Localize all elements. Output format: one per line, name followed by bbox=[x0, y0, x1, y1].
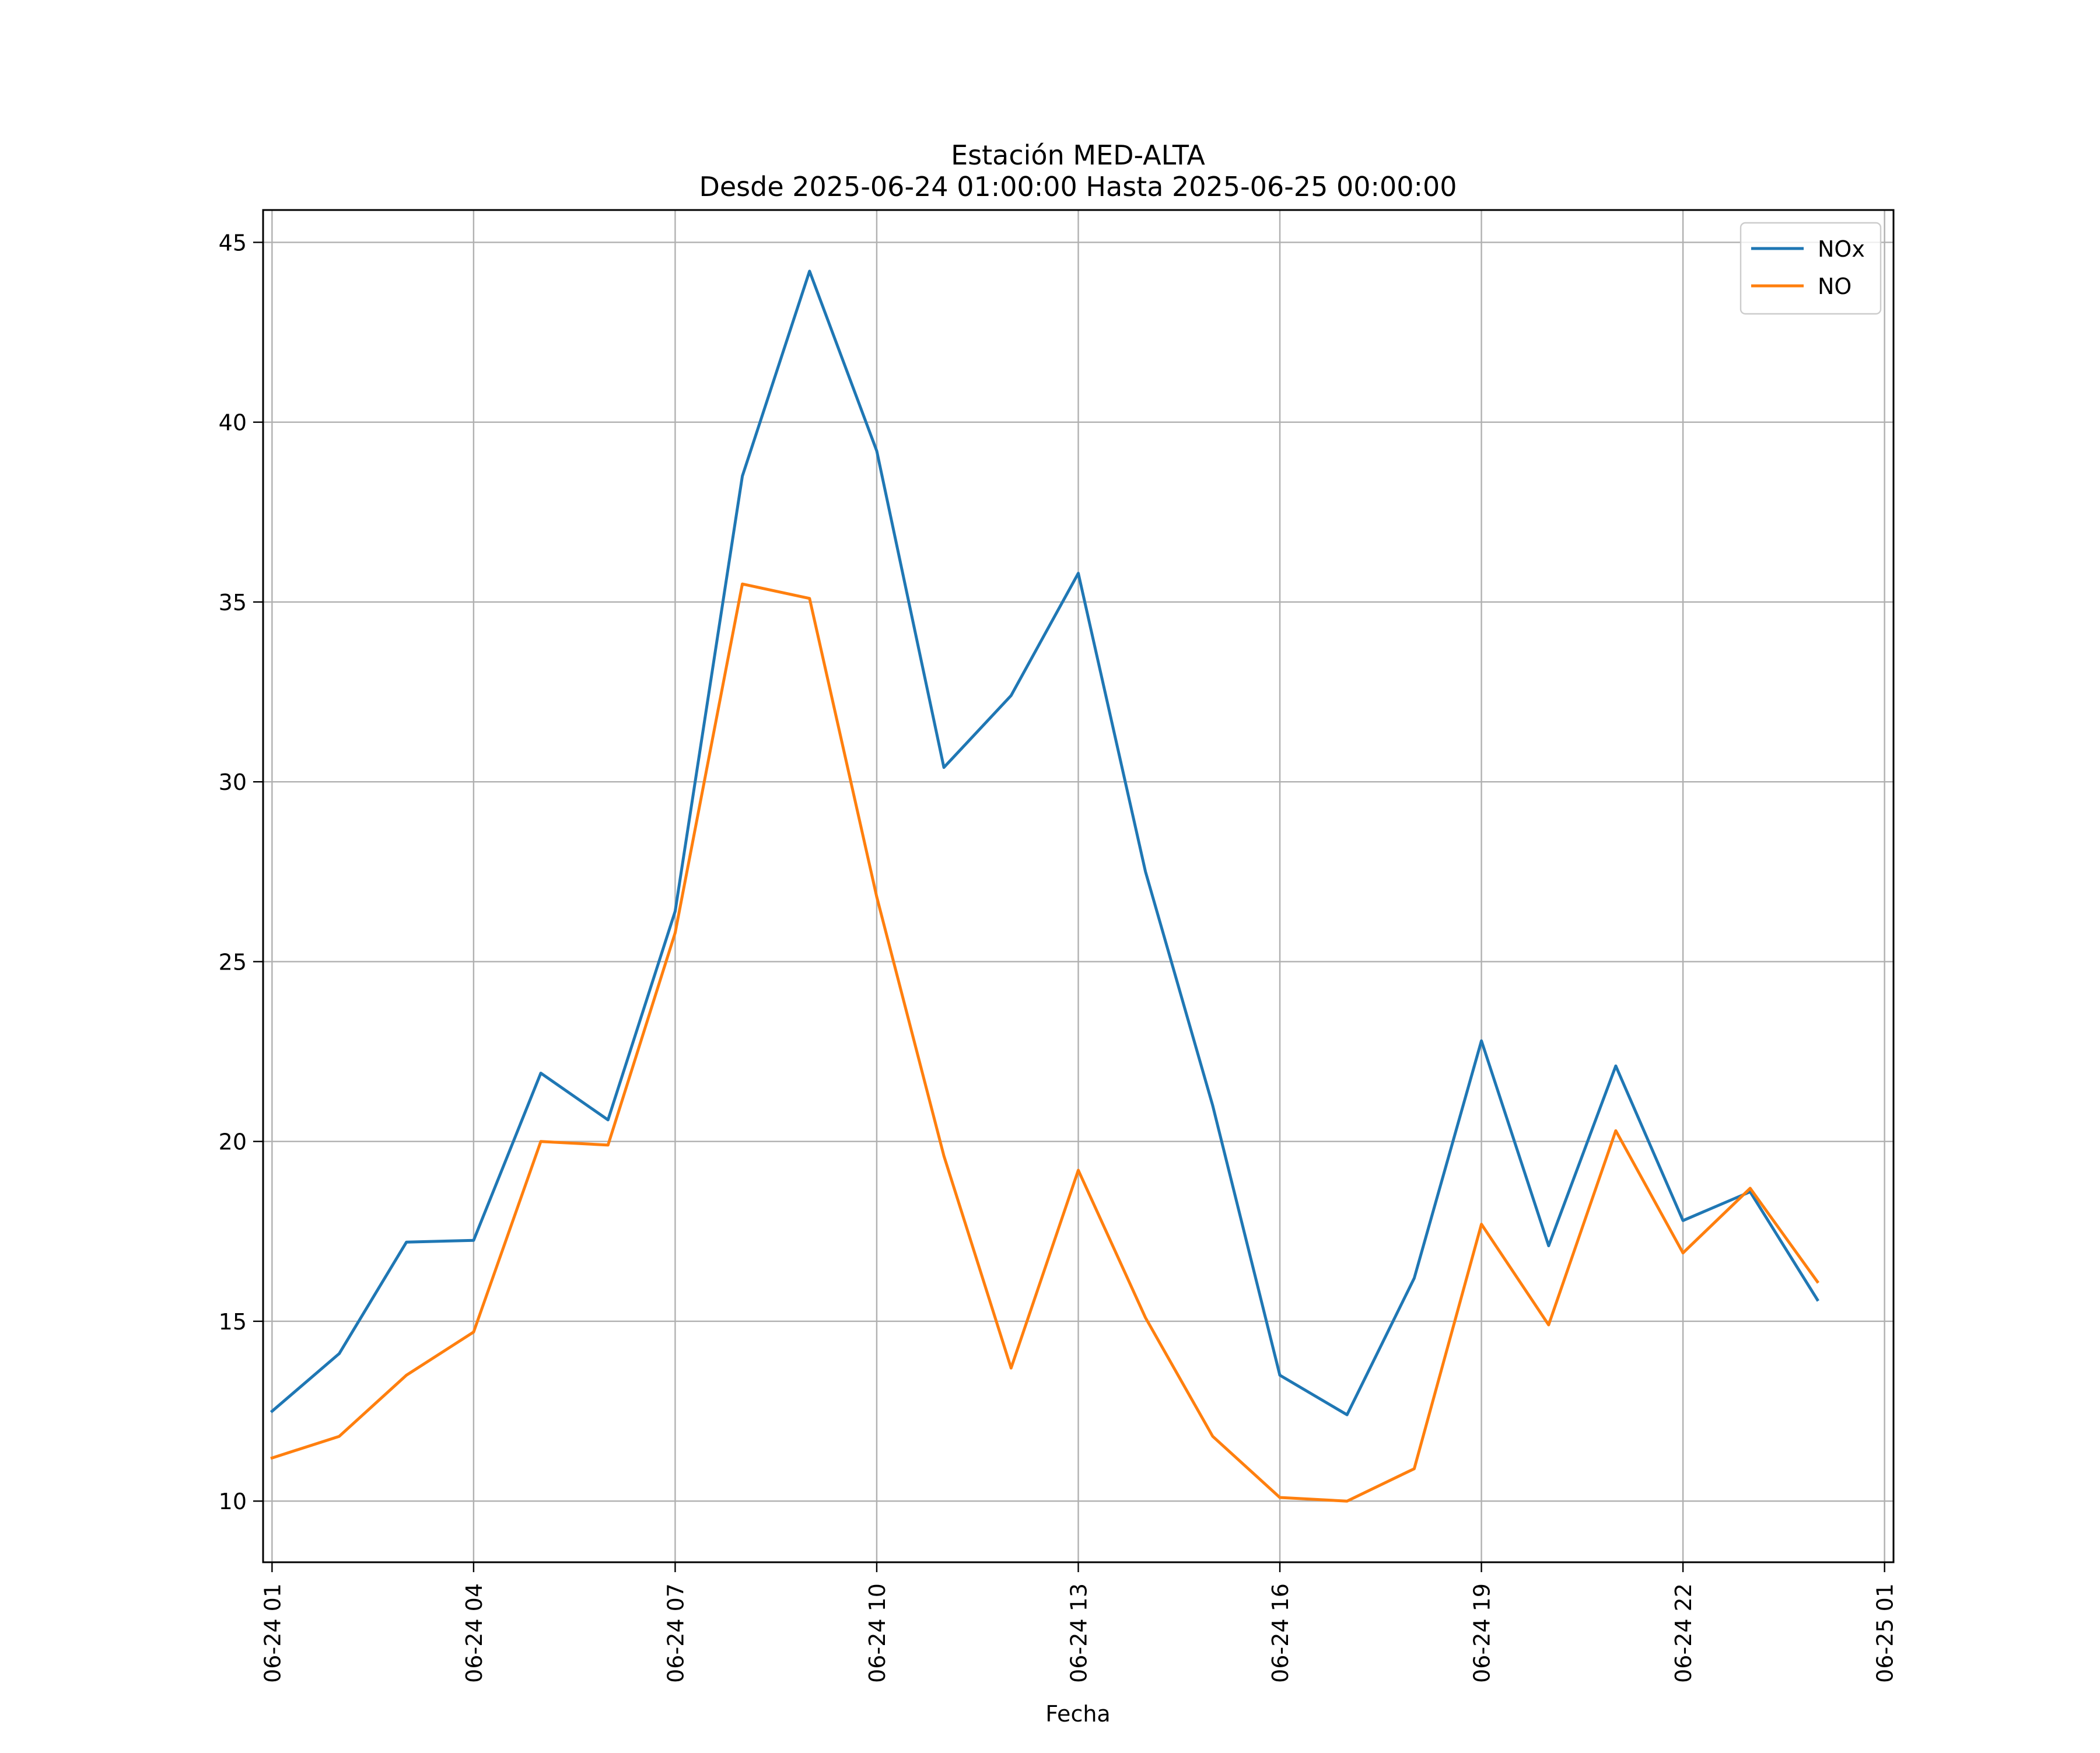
x-tick-label: 06-24 19 bbox=[1469, 1583, 1495, 1683]
x-tick-label: 06-24 16 bbox=[1268, 1583, 1293, 1683]
x-tick-label: 06-24 22 bbox=[1671, 1583, 1696, 1683]
series-line-nox bbox=[270, 270, 1819, 1416]
y-tick-label: 20 bbox=[219, 1129, 247, 1155]
chart-title: Estación MED-ALTA bbox=[951, 139, 1205, 171]
x-tick-label: 06-25 01 bbox=[1873, 1583, 1898, 1683]
y-tick-label: 15 bbox=[219, 1309, 247, 1335]
legend-label: NO bbox=[1818, 274, 1852, 299]
x-tick-label: 06-24 07 bbox=[663, 1583, 688, 1683]
y-tick-label: 45 bbox=[219, 230, 247, 256]
legend-label: NOx bbox=[1818, 236, 1865, 262]
y-tick-label: 10 bbox=[219, 1489, 247, 1514]
x-tick-label: 06-24 04 bbox=[461, 1583, 487, 1683]
y-tick-label: 30 bbox=[219, 769, 247, 795]
x-tick-label: 06-24 01 bbox=[260, 1583, 285, 1683]
x-tick-label: 06-24 10 bbox=[864, 1583, 890, 1683]
series-line-no bbox=[270, 582, 1819, 1503]
x-tick-label: 06-24 13 bbox=[1066, 1583, 1092, 1683]
y-tick-label: 35 bbox=[219, 590, 247, 615]
x-axis-label: Fecha bbox=[1045, 1701, 1110, 1727]
grid bbox=[263, 210, 1894, 1562]
chart-subtitle: Desde 2025-06-24 01:00:00 Hasta 2025-06-… bbox=[699, 171, 1457, 202]
legend: NOx NO bbox=[1740, 222, 1882, 315]
legend-box bbox=[1740, 222, 1882, 315]
y-tick-label: 25 bbox=[219, 949, 247, 975]
y-tick-label: 40 bbox=[219, 410, 247, 436]
series-lines bbox=[270, 270, 1819, 1503]
axis-ticks: 06-24 01 06-24 04 06-24 07 06-24 10 06-24 13… bbox=[219, 230, 1898, 1682]
